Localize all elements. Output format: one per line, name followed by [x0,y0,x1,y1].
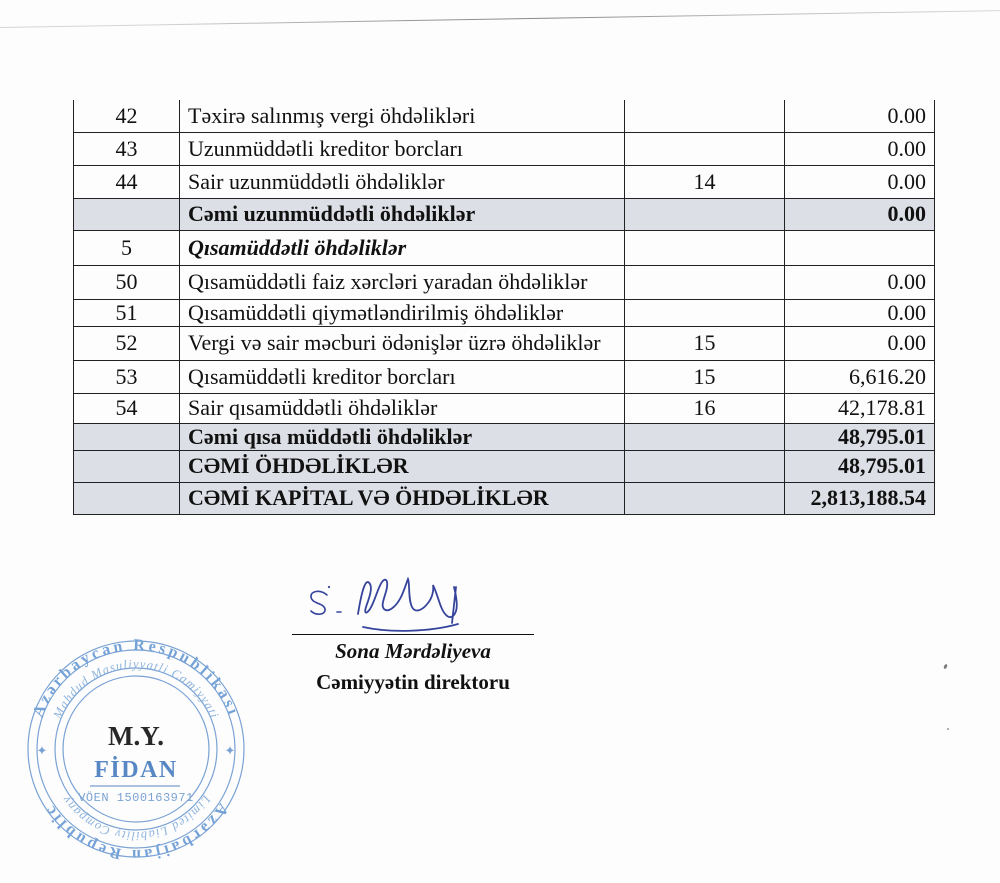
svg-text:✦: ✦ [37,743,48,758]
svg-text:M.Y.: M.Y. [108,721,164,751]
svg-text:FİDAN: FİDAN [94,757,178,783]
svg-text:VÖEN 1500163971: VÖEN 1500163971 [78,791,194,805]
svg-text:✦: ✦ [225,743,236,758]
